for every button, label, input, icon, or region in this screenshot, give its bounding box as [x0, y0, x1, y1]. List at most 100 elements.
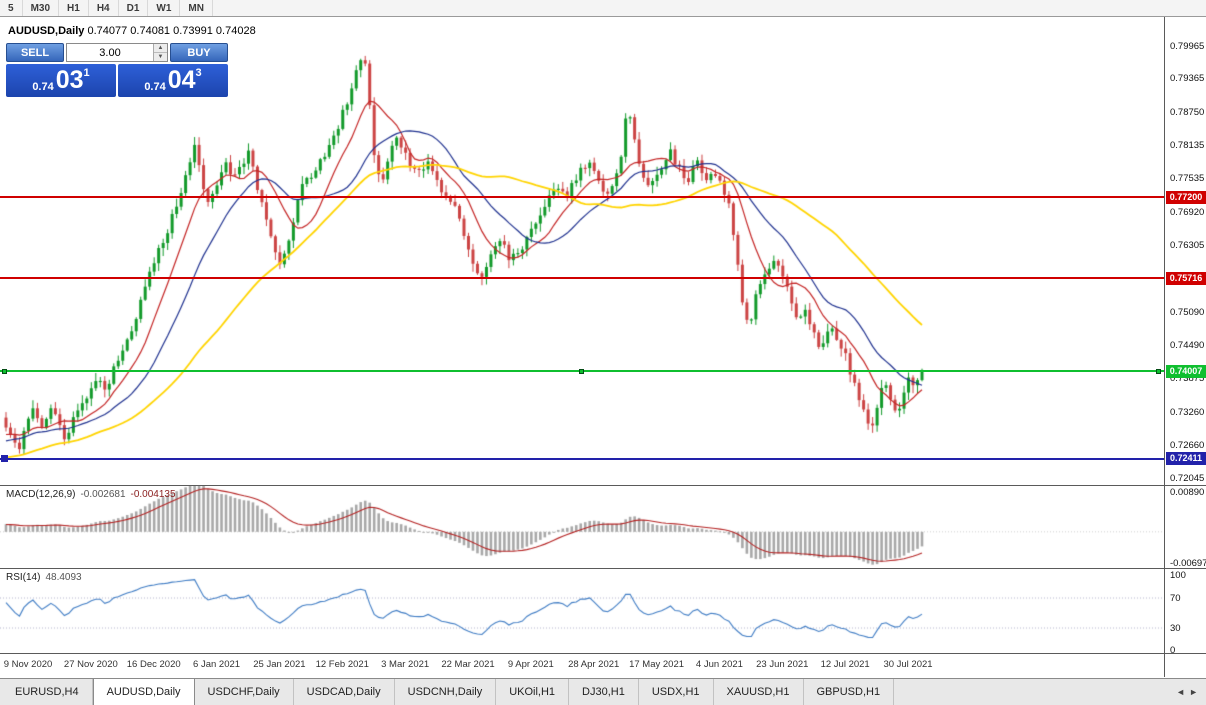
price-axis-label: 0.73260 [1170, 406, 1205, 418]
one-click-trading-panel: SELL 3.00 ▲ ▼ BUY 0.74 03 1 0.74 04 3 [6, 43, 228, 97]
horizontal-line-0.77200[interactable] [0, 196, 1164, 199]
date-axis-label: 17 May 2021 [629, 659, 685, 670]
tab-scroll-left-icon[interactable]: ◄ [1176, 687, 1186, 697]
chart-tab-USDCAD,Daily[interactable]: USDCAD,Daily [293, 679, 395, 705]
date-axis-label: 12 Jul 2021 [820, 659, 870, 670]
chart-title-symbol: AUDUSD,Daily [8, 25, 85, 37]
hline-handle[interactable] [2, 368, 7, 374]
sell-price-display[interactable]: 0.74 03 1 [6, 64, 116, 97]
timeframe-button-D1[interactable]: D1 [119, 0, 149, 16]
timeframe-toolbar: 5 M30 H1 H4 D1 W1 MN [0, 0, 1206, 17]
rsi-name: RSI(14) [6, 572, 41, 583]
macd-indicator-label: MACD(12,26,9) -0.002681 -0.004135 [6, 489, 176, 500]
lot-increase-button[interactable]: ▲ [154, 44, 167, 53]
price-axis-label: 0.77535 [1170, 173, 1205, 185]
price-axis-label: 0.78750 [1170, 106, 1205, 118]
timeframe-button-MN[interactable]: MN [180, 0, 213, 16]
hline-handle[interactable] [1156, 368, 1161, 374]
price-tag-0.75716: 0.75716 [1166, 271, 1206, 285]
horizontal-line-0.72411[interactable] [0, 457, 1164, 460]
sell-price-point: 1 [83, 67, 90, 79]
price-axis-label: 0.73875 [1170, 373, 1205, 385]
rsi-value: 48.4093 [45, 572, 82, 583]
buy-price-display[interactable]: 0.74 04 3 [118, 64, 228, 97]
chart-tab-bar: EURUSD,H4 AUDUSD,Daily USDCHF,Daily USDCAD,… [0, 678, 1206, 705]
date-axis-label: 28 Apr 2021 [568, 659, 620, 670]
chart-title-ohlc: 0.74077 0.74081 0.73991 0.74028 [87, 25, 256, 37]
price-axis-label: 0.72660 [1170, 439, 1205, 451]
chart-tab-USDCHF,Daily[interactable]: USDCHF,Daily [194, 679, 294, 705]
macd-axis-label: 0.00890 [1170, 486, 1205, 498]
rsi-axis-label: 30 [1170, 622, 1181, 634]
price-axis-label: 0.79365 [1170, 73, 1205, 85]
chart-tab-GBPUSD,H1[interactable]: GBPUSD,H1 [803, 679, 895, 705]
rsi-axis-label: 0 [1170, 645, 1176, 656]
lot-decrease-button[interactable]: ▼ [154, 53, 167, 61]
price-axis-label: 0.79965 [1170, 40, 1205, 52]
chart-title: AUDUSD,Daily 0.74077 0.74081 0.73991 0.7… [8, 25, 256, 37]
price-tag-0.72411: 0.72411 [1166, 452, 1206, 466]
price-axis-label: 0.74490 [1170, 339, 1205, 351]
date-axis-label: 6 Jan 2021 [193, 659, 241, 670]
price-axis-separator [1164, 17, 1165, 677]
buy-price-pips: 04 [167, 66, 196, 94]
price-axis-label: 0.76920 [1170, 206, 1205, 218]
price-axis-label: 0.78135 [1170, 140, 1205, 152]
date-axis-label: 16 Dec 2020 [126, 659, 181, 670]
date-axis-separator [0, 653, 1206, 654]
lot-size-field[interactable]: 3.00 ▲ ▼ [66, 43, 168, 62]
timeframe-button-H4[interactable]: H4 [89, 0, 119, 16]
horizontal-line-0.75716[interactable] [0, 277, 1164, 280]
price-axis-label: 0.72045 [1170, 473, 1205, 485]
macd-main-value: -0.002681 [80, 489, 126, 500]
sell-price-base: 0.74 [32, 81, 54, 93]
panel-separator[interactable] [0, 568, 1206, 569]
panel-separator[interactable] [0, 485, 1206, 486]
lot-size-value: 3.00 [99, 46, 121, 59]
sell-button[interactable]: SELL [6, 43, 64, 62]
chart-tab-AUDUSD,Daily[interactable]: AUDUSD,Daily [92, 679, 195, 705]
hline-handle[interactable] [579, 368, 584, 374]
macd-indicator-canvas[interactable] [0, 486, 1164, 568]
price-tag-0.77200: 0.77200 [1166, 190, 1206, 204]
chart-tab-UKOil,H1[interactable]: UKOil,H1 [496, 679, 570, 705]
macd-axis-label: -0.00697 [1170, 557, 1206, 569]
chart-tab-XAUUSD,H1[interactable]: XAUUSD,H1 [713, 679, 804, 705]
price-axis-label: 0.76305 [1170, 240, 1205, 252]
buy-price-base: 0.74 [144, 81, 166, 93]
tab-scroll-controls: ◄ ► [1168, 679, 1206, 705]
timeframe-button-W1[interactable]: W1 [148, 0, 181, 16]
price-axis-label: 0.75090 [1170, 306, 1205, 318]
timeframe-button-M30[interactable]: M30 [23, 0, 60, 16]
chart-tab-USDCNH,Daily[interactable]: USDCNH,Daily [394, 679, 497, 705]
rsi-axis-label: 70 [1170, 592, 1181, 604]
chart-tab-EURUSD,H4[interactable]: EURUSD,H4 [2, 679, 93, 705]
date-axis-label: 22 Mar 2021 [441, 659, 495, 670]
tab-scroll-right-icon[interactable]: ► [1189, 687, 1198, 697]
date-axis-label: 9 Nov 2020 [3, 659, 53, 670]
buy-button[interactable]: BUY [170, 43, 228, 62]
hline-left-marker[interactable] [1, 455, 8, 463]
macd-name: MACD(12,26,9) [6, 489, 76, 500]
timeframe-button-H1[interactable]: H1 [59, 0, 89, 16]
lot-size-spinner: ▲ ▼ [153, 44, 167, 61]
buy-price-point: 3 [195, 67, 202, 79]
date-axis-label: 4 Jun 2021 [695, 659, 743, 670]
rsi-indicator-label: RSI(14) 48.4093 [6, 572, 82, 583]
macd-signal-value: -0.004135 [130, 489, 176, 500]
chart-tab-DJ30,H1[interactable]: DJ30,H1 [569, 679, 639, 705]
rsi-axis-label: 100 [1170, 570, 1186, 581]
sell-price-pips: 03 [55, 66, 84, 94]
date-axis-label: 12 Feb 2021 [315, 659, 369, 670]
date-axis-label: 23 Jun 2021 [756, 659, 809, 670]
date-axis-label: 25 Jan 2021 [253, 659, 306, 670]
timeframe-button-5[interactable]: 5 [0, 0, 23, 16]
date-axis-label: 27 Nov 2020 [63, 659, 118, 670]
date-axis-label: 30 Jul 2021 [883, 659, 933, 670]
rsi-indicator-canvas[interactable] [0, 569, 1164, 653]
price-tag-0.74007: 0.74007 [1166, 364, 1206, 378]
date-axis-label: 3 Mar 2021 [381, 659, 430, 670]
date-axis-label: 9 Apr 2021 [507, 659, 554, 670]
chart-tab-USDX,H1[interactable]: USDX,H1 [638, 679, 714, 705]
